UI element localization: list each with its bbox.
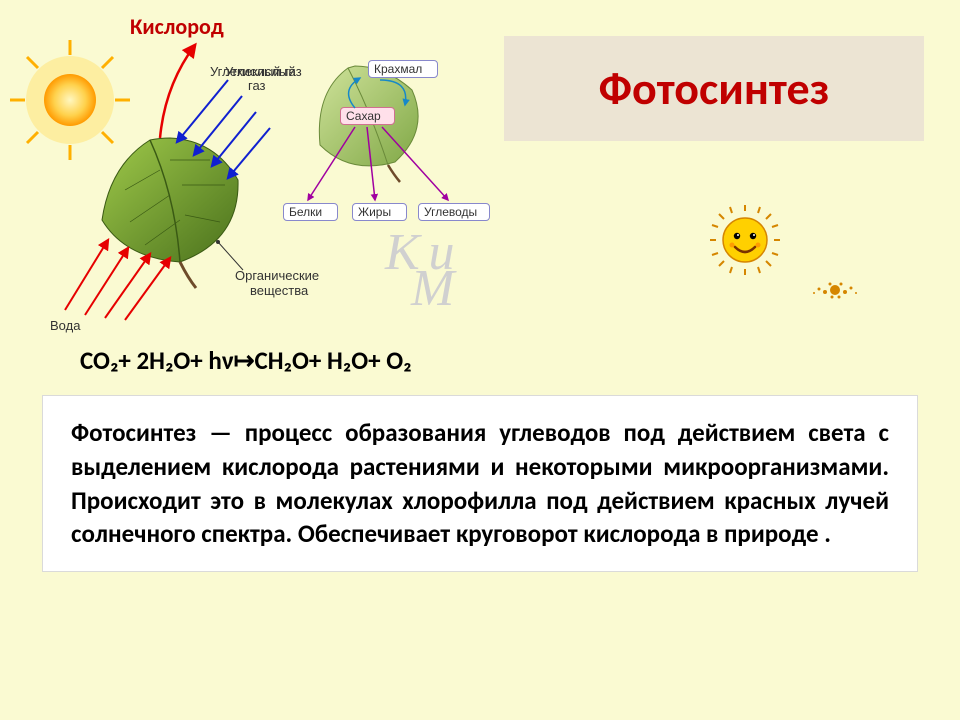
label-proteins: Белки (283, 203, 338, 221)
chemical-formula: CO₂+ 2H₂O+ hν↦CH₂O+ H₂O+ O₂ (80, 345, 412, 376)
label-organic: Органическиевещества (235, 268, 319, 298)
label-sugar: Сахар (340, 107, 395, 125)
smiley-sun-icon (710, 205, 780, 275)
label-oxygen: Кислород (130, 13, 224, 40)
pointer-organic (218, 242, 243, 270)
page-title: Фотосинтез (599, 61, 830, 117)
label-starch: Крахмал (368, 60, 438, 78)
photosynthesis-diagram: Кислород Углекислый газ Углекислыйгаз Во… (10, 10, 510, 340)
label-co2-2: Углекислыйгаз (225, 64, 296, 93)
label-water: Вода (50, 318, 81, 333)
sun-icon (10, 40, 130, 160)
definition-text: Фотосинтез — процесс образования углевод… (42, 395, 918, 572)
arrow-oxygen (160, 45, 195, 138)
label-carbs: Углеводы (418, 203, 490, 221)
smiley-splash-icon (805, 275, 865, 305)
title-box: Фотосинтез (504, 36, 924, 141)
label-fats: Жиры (352, 203, 407, 221)
